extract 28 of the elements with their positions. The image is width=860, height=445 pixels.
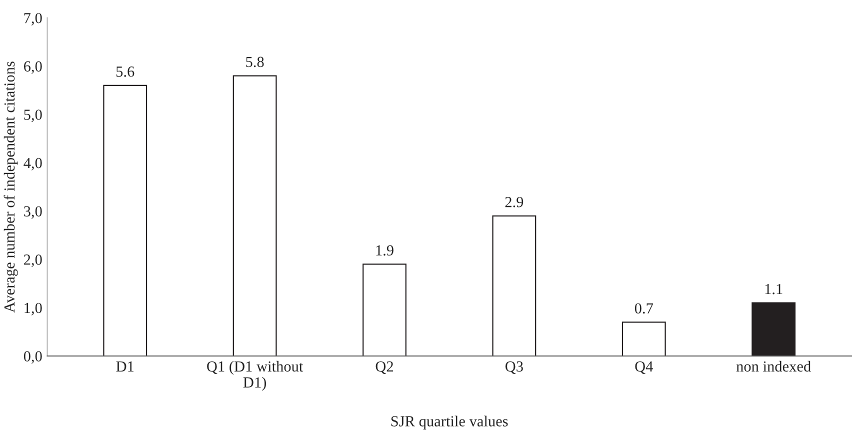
y-tick-label: 0,0 [24,351,42,364]
x-tick-label: Q3 [505,361,523,374]
bar [622,322,666,356]
y-tick-label: 7,0 [24,12,42,26]
x-tick-label: non indexed [736,360,811,372]
data-label: 0.7 [634,303,653,314]
x-tick-label: D1 [116,361,134,372]
y-tick-label: 3,0 [24,206,42,219]
data-label: 1.1 [765,284,782,294]
x-tick-label: Q1 (D1 without D1) [207,360,304,391]
x-tick-label: Q2 [376,361,393,374]
y-tick-label: 5,0 [24,110,42,122]
x-axis-title: SJR quartile values [391,416,508,430]
bar [232,75,277,356]
data-label: 1.9 [376,245,394,256]
y-tick-label: 2,0 [24,254,42,268]
y-tick-label: 6,0 [24,61,42,74]
y-tick-label: 1,0 [24,302,42,316]
y-tick-label: 4,0 [24,158,42,170]
bar [103,84,148,356]
y-axis-title: Average number of independent citations [4,62,18,313]
data-label: 5.6 [116,66,134,77]
x-tick-label: Q4 [635,361,653,374]
data-label: 5.8 [246,56,264,68]
bar [752,302,796,356]
bar [492,215,536,356]
data-label: 2.9 [505,196,524,208]
bar [362,264,406,356]
